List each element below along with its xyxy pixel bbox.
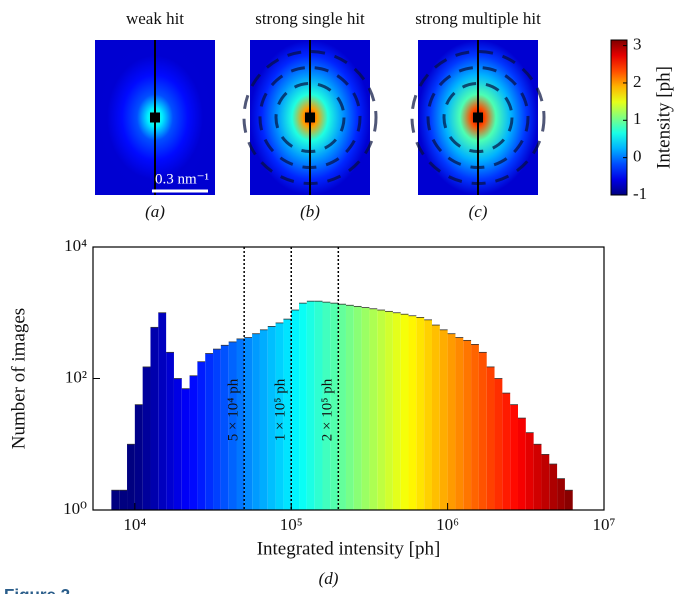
colorbar-tick-label: -1 [633,184,647,203]
histogram-bar [353,306,362,510]
histogram-bar [533,444,542,510]
histogram-bar [408,315,417,510]
histogram-bar [385,311,393,510]
histogram-bar [220,345,229,510]
histogram-bar [392,312,401,510]
histogram-bar [361,307,370,510]
histogram-bar [455,337,464,510]
histogram-bar [150,327,159,510]
histogram-bar [244,337,253,510]
histogram-bar [525,432,534,510]
histogram-bar [119,490,128,510]
histogram-bar [494,378,503,510]
histogram-bar [275,322,284,510]
panel-title: strong multiple hit [415,9,541,28]
figure-caption: Figure 2 [4,585,70,594]
histogram-bar [173,378,182,510]
histogram-bar [486,366,495,510]
histogram-bar [447,333,456,510]
histogram-bar [541,454,550,510]
histogram-bar [510,404,518,510]
histogram-bar [166,352,174,510]
histogram-bar [549,464,558,510]
panel-label: (b) [300,202,320,221]
histogram-bar [369,308,378,510]
histogram-bar [127,444,135,510]
histogram-bar [299,303,307,510]
histogram-bar [142,366,151,510]
histogram-bar [236,338,245,510]
histogram-bar [314,301,323,510]
histogram-bar [502,393,511,510]
threshold-label: 5 × 10⁴ ph [226,378,242,441]
histogram-bar [416,317,425,510]
y-tick-label: 10² [65,367,87,386]
histogram-bar [283,319,292,510]
x-tick-label: 10⁵ [280,515,303,534]
threshold-label: 2 × 10⁵ ph [320,378,336,441]
panel-label: (a) [145,202,165,221]
y-axis-label: Number of images [8,308,29,449]
colorbar-label: Intensity [ph] [653,66,674,169]
histogram-bar [213,349,221,510]
histogram-bar [158,312,167,510]
histogram-bar [134,404,143,510]
histogram-bar [189,375,198,510]
histogram-bar [322,302,331,510]
histogram-bar [463,340,472,510]
beamstop [150,112,160,123]
histogram-bar [205,353,214,510]
histogram-bar [400,314,409,510]
histogram-bar [306,301,315,510]
histogram-bar [557,478,565,510]
histogram-bar [259,329,268,510]
histogram-bar [564,490,573,510]
histogram-bar [252,333,260,510]
histogram-bar [439,329,448,510]
histogram-bar [471,344,479,510]
histogram-bar [517,418,526,510]
histogram-bar [424,319,432,510]
histogram-bar [345,305,354,510]
colorbar-tick-label: 2 [633,72,642,91]
histogram-bar [111,490,120,510]
y-tick-label: 10⁰ [63,499,87,518]
histogram-bar [330,303,339,510]
histogram-bar [197,361,206,510]
histogram-bar [338,304,346,510]
histogram-bar [377,310,386,510]
histogram-bar [267,326,276,510]
x-tick-label: 10⁶ [436,515,459,534]
y-tick-label: 10⁴ [64,236,87,255]
panel-label: (d) [319,569,339,588]
panel-title: weak hit [126,9,184,28]
colorbar-tick-label: 0 [633,147,642,166]
x-tick-label: 10⁷ [593,515,616,534]
histogram-bar [181,388,190,510]
beamstop [305,112,315,123]
histogram-bar [478,352,487,510]
histogram-bar [291,310,300,510]
x-axis-label: Integrated intensity [ph] [257,538,441,559]
scale-bar-label: 0.3 nm⁻¹ [155,171,209,187]
beamstop [473,112,483,123]
histogram-bar [228,341,237,510]
histogram-bar [431,325,440,510]
panel-title: strong single hit [255,9,365,28]
colorbar-tick-label: 1 [633,109,642,128]
panel-label: (c) [469,202,488,221]
threshold-label: 1 × 10⁵ ph [273,378,289,441]
colorbar [610,39,628,196]
x-tick-label: 10⁴ [123,515,146,534]
colorbar-tick-label: 3 [633,35,642,54]
